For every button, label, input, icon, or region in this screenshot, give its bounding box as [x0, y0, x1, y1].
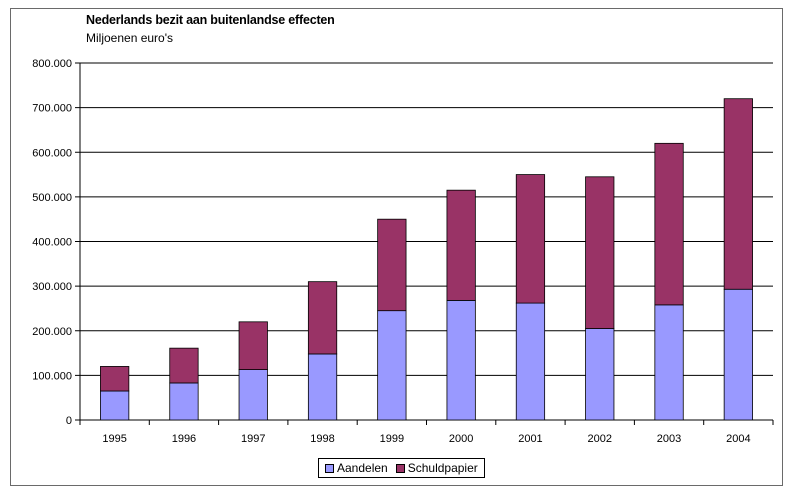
bar-schuldpapier-1999 [377, 218, 407, 312]
x-tick-label: 1998 [310, 433, 334, 445]
y-tick-label: 800.000 [32, 58, 72, 70]
chart-title: Nederlands bezit aan buitenlandse effect… [86, 13, 335, 27]
x-tick-label: 2003 [657, 433, 681, 445]
bar-schuldpapier-1996 [169, 347, 199, 384]
bar-schuldpapier-2003 [654, 142, 684, 306]
legend-item-aandelen: Aandelen [325, 461, 388, 475]
y-tick-label: 400.000 [32, 237, 72, 249]
x-tick-label: 2000 [449, 433, 473, 445]
bar-schuldpapier-1995 [100, 366, 130, 392]
bar-aandelen-2004 [723, 288, 753, 421]
bar-aandelen-1995 [100, 390, 130, 421]
x-tick-label: 1995 [102, 433, 126, 445]
x-tick-label: 1999 [380, 433, 404, 445]
bar-aandelen-2003 [654, 304, 684, 421]
x-tick-label: 1996 [172, 433, 196, 445]
x-tick-label: 2002 [588, 433, 612, 445]
bar-aandelen-2000 [446, 300, 476, 421]
legend-swatch-schuldpapier [395, 463, 405, 473]
y-tick-label: 0 [66, 415, 72, 427]
bar-aandelen-2002 [585, 328, 615, 421]
bar-aandelen-1999 [377, 310, 407, 421]
bar-schuldpapier-2000 [446, 189, 476, 301]
y-tick-label: 500.000 [32, 192, 72, 204]
chart-legend: Aandelen Schuldpapier [318, 458, 485, 478]
bar-schuldpapier-1998 [307, 281, 338, 355]
y-tick-label: 600.000 [32, 147, 72, 159]
bar-schuldpapier-2004 [723, 98, 753, 290]
bar-aandelen-1998 [307, 353, 338, 421]
x-tick-label: 2001 [518, 433, 542, 445]
y-tick-label: 300.000 [32, 281, 72, 293]
y-tick-label: 100.000 [32, 370, 72, 382]
chart-subtitle: Miljoenen euro's [86, 31, 174, 45]
legend-label-aandelen: Aandelen [337, 461, 388, 475]
legend-swatch-aandelen [325, 463, 334, 473]
x-tick-label: 1997 [241, 433, 265, 445]
legend-label-schuldpapier: Schuldpapier [407, 461, 478, 475]
y-tick-label: 200.000 [32, 326, 72, 338]
bar-aandelen-1996 [169, 382, 199, 421]
legend-item-schuldpapier: Schuldpapier [395, 461, 478, 475]
bar-schuldpapier-2001 [515, 174, 546, 304]
bar-aandelen-1997 [238, 369, 268, 421]
bar-aandelen-2001 [515, 302, 546, 421]
bar-schuldpapier-1997 [238, 321, 268, 370]
x-tick-label: 2004 [726, 433, 750, 445]
y-tick-label: 700.000 [32, 103, 72, 115]
bar-schuldpapier-2002 [585, 176, 615, 329]
